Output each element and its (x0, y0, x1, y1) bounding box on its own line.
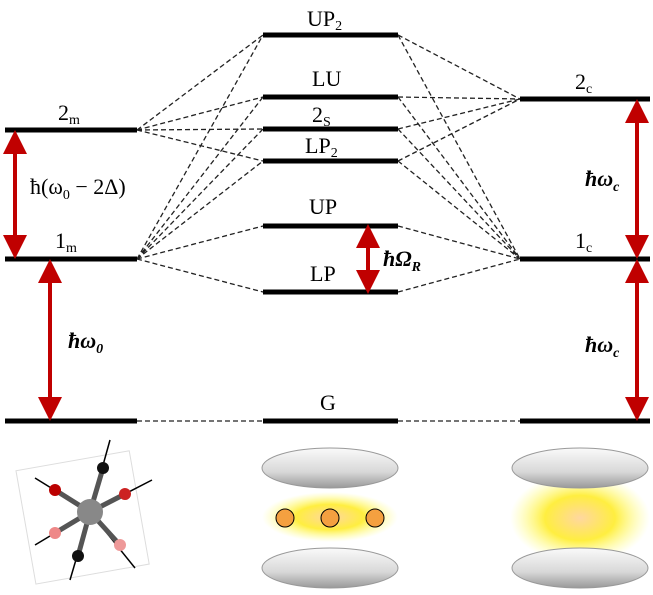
label-up2: UP2 (307, 6, 342, 34)
label-text: 1 (55, 228, 66, 253)
label-omegac-upper: ħωc (585, 166, 620, 195)
label-text: c (613, 346, 620, 361)
label-text: 2 (335, 19, 342, 34)
label-2c: 2c (575, 69, 592, 97)
label-text: S (323, 115, 331, 130)
label-text: 1 (575, 228, 586, 253)
label-2m: 2m (58, 100, 80, 128)
label-lp: LP (310, 261, 336, 286)
label-text: LU (312, 66, 341, 91)
label-text: ħω (585, 166, 613, 191)
label-detuned: ħ(ω0 − 2Δ) (30, 174, 126, 203)
label-1c: 1c (575, 228, 592, 256)
label-text: 2 (312, 102, 323, 127)
label-text: UP (309, 194, 337, 219)
label-text: c (586, 82, 592, 97)
level-labels: 2m 1m UP2 LU 2S LP2 UP LP G 2c 1c (55, 6, 592, 415)
label-text: 2 (331, 146, 338, 161)
dashed-connections (136, 34, 521, 422)
arrows (3, 99, 649, 421)
label-text: ħω (585, 332, 613, 357)
label-g: G (320, 390, 336, 415)
label-lu: LU (312, 66, 341, 91)
label-text: LP (305, 133, 331, 158)
label-text: m (69, 113, 80, 128)
label-text: 0 (96, 342, 103, 357)
label-text: − 2Δ) (70, 174, 126, 199)
label-text: LP (310, 261, 336, 286)
label-up: UP (309, 194, 337, 219)
cavity-empty (510, 447, 650, 589)
label-rabi: ħΩR (383, 246, 421, 275)
molecule-illustration (15, 439, 153, 585)
label-text: 0 (63, 188, 70, 203)
label-lp2: LP2 (305, 133, 338, 161)
label-text: ħ(ω (30, 174, 63, 199)
transition-labels: ħ(ω0 − 2Δ) ħω0 ħΩR ħωc ħωc (30, 166, 620, 361)
label-omegac-lower: ħωc (585, 332, 620, 361)
label-text: UP (307, 6, 335, 31)
levels (5, 32, 650, 424)
label-text: c (613, 180, 620, 195)
label-1m: 1m (55, 228, 77, 256)
label-text: c (586, 241, 592, 256)
label-omega0: ħω0 (68, 328, 103, 357)
label-text: 2 (58, 100, 69, 125)
label-2s: 2S (312, 102, 331, 130)
label-text: ħΩ (383, 246, 412, 271)
label-text: ħω (68, 328, 96, 353)
label-text: 2 (575, 69, 586, 94)
label-text: m (66, 241, 77, 256)
cavity-coupled (261, 447, 399, 589)
label-text: R (411, 260, 421, 275)
label-text: G (320, 390, 336, 415)
